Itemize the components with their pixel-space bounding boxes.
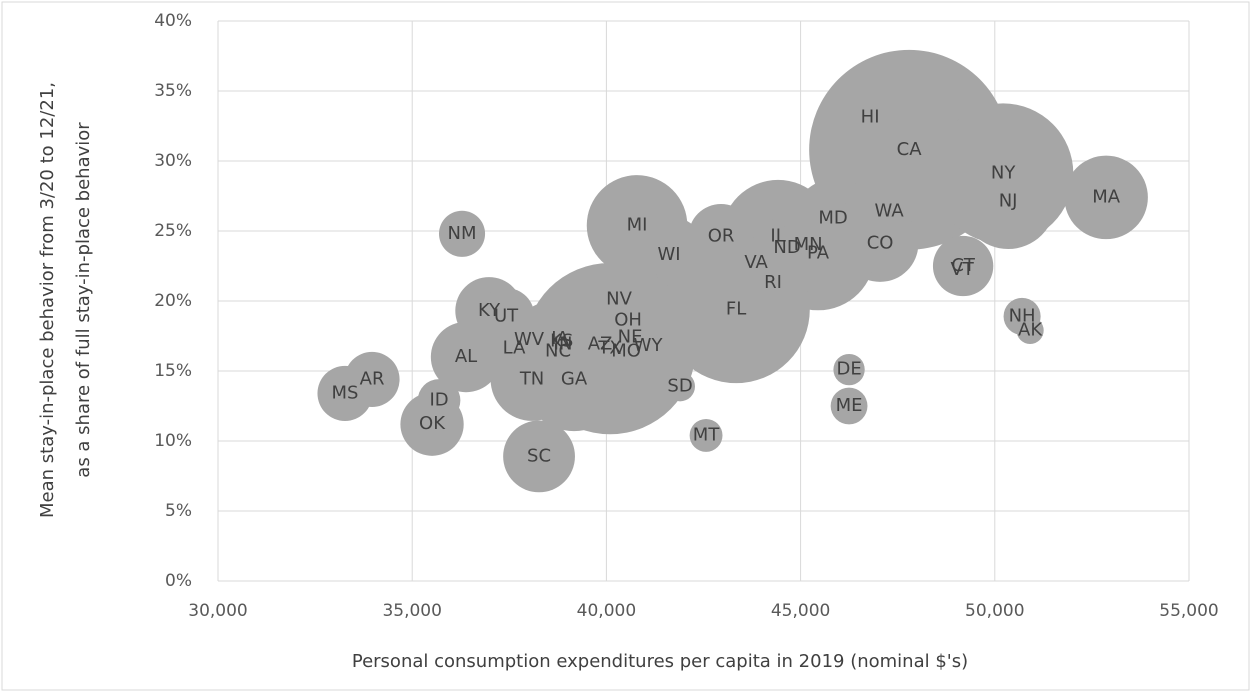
data-label: AR (360, 368, 385, 389)
data-label: WA (875, 200, 905, 221)
data-label: KS (550, 331, 573, 352)
x-tick-label: 50,000 (965, 601, 1024, 621)
bubble (438, 210, 486, 257)
data-label: DE (836, 359, 861, 380)
data-label: LA (503, 338, 526, 359)
data-label: TX (597, 338, 621, 359)
data-label: NH (1009, 305, 1036, 326)
data-label: OR (708, 226, 735, 247)
data-label: PA (807, 242, 830, 263)
bubble (1016, 316, 1044, 344)
data-label: WI (657, 244, 680, 265)
data-label: NE (618, 326, 643, 347)
data-label: KY (478, 300, 501, 321)
data-label: ND (773, 237, 800, 258)
data-label: VA (744, 252, 768, 273)
data-label: FL (726, 298, 746, 319)
bubble (960, 154, 1056, 250)
data-label: IL (770, 226, 785, 247)
data-label: NJ (999, 191, 1018, 212)
data-label: CA (897, 139, 923, 160)
data-label: WV (514, 329, 545, 350)
data-label: ID (429, 389, 448, 410)
x-tick-label: 55,000 (1159, 601, 1218, 621)
bubble (430, 321, 502, 393)
bubble (1064, 155, 1148, 240)
y-tick-label: 20% (154, 291, 192, 311)
data-label: OH (614, 310, 642, 331)
data-label: NM (448, 223, 477, 244)
bubble (400, 392, 464, 456)
data-label: MA (1092, 186, 1121, 207)
data-label: AK (1018, 319, 1043, 340)
y-axis-title-line: Mean stay-in-place behavior from 3/20 to… (37, 82, 58, 518)
bubble (522, 327, 626, 432)
y-tick-label: 5% (165, 501, 192, 521)
data-label: NY (991, 163, 1016, 184)
data-label: AZ (588, 333, 613, 354)
bubble (317, 365, 373, 421)
y-tick-label: 25% (154, 221, 192, 241)
data-label: RI (764, 272, 782, 293)
y-tick-label: 30% (154, 151, 192, 171)
y-tick-label: 0% (165, 571, 192, 591)
data-label: HI (861, 107, 880, 128)
data-label: NV (606, 289, 632, 310)
y-tick-label: 40% (154, 11, 192, 31)
y-axis-title: Mean stay-in-place behavior from 3/20 to… (37, 82, 94, 518)
data-label: VT (950, 259, 974, 280)
y-tick-label: 10% (154, 431, 192, 451)
y-tick-label: 35% (154, 81, 192, 101)
data-label: WY (634, 335, 664, 356)
data-label: CT (951, 255, 976, 276)
data-label: OK (419, 413, 446, 434)
bubble (949, 257, 975, 283)
data-label: SC (527, 445, 551, 466)
data-label: MI (627, 214, 648, 235)
data-label: CO (867, 233, 894, 254)
x-tick-label: 30,000 (188, 601, 247, 621)
data-label: MS (332, 382, 359, 403)
data-label: MT (693, 424, 721, 445)
data-label: UT (494, 305, 519, 326)
x-axis-title: Personal consumption expenditures per ca… (352, 651, 968, 672)
data-label: IA (551, 328, 569, 349)
bubble (833, 353, 865, 386)
x-tick-label: 40,000 (577, 601, 636, 621)
data-label: MN (794, 234, 823, 255)
bubble (830, 387, 868, 425)
data-label: SD (667, 375, 692, 396)
data-label: NC (545, 340, 571, 361)
x-tick-label: 35,000 (382, 601, 441, 621)
bubble (662, 235, 810, 384)
bubble (689, 418, 723, 452)
y-axis-title-line: as a share of full stay-in-place behavio… (73, 122, 94, 478)
data-label: AL (455, 346, 477, 367)
x-tick-label: 45,000 (771, 601, 830, 621)
data-label: MD (818, 207, 847, 228)
data-label: ME (836, 395, 863, 416)
data-label: TN (519, 368, 544, 389)
bubble (503, 420, 575, 493)
data-label: GA (561, 368, 588, 389)
bubble (477, 287, 535, 345)
data-label: MO (611, 340, 641, 361)
y-tick-label: 15% (154, 361, 192, 381)
data-label: IN (554, 333, 573, 354)
